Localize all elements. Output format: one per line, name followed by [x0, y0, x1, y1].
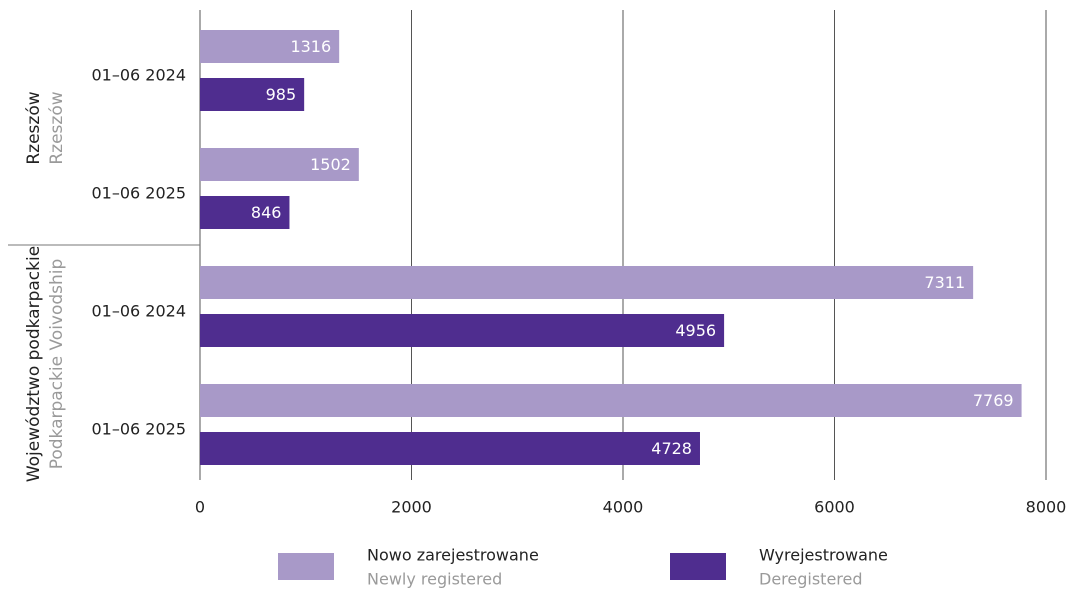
bar: [200, 78, 305, 111]
value-label: 1502: [310, 155, 351, 174]
bar: [200, 148, 359, 181]
x-tick-label: 8000: [1026, 498, 1067, 517]
bar: [200, 384, 1022, 417]
value-label: 1316: [290, 37, 331, 56]
group-label-en: Podkarpackie Voivodship: [47, 259, 67, 470]
legend-label-en: Newly registered: [367, 570, 502, 589]
group-label: Województwo podkarpackie: [24, 246, 44, 482]
y-tick-label: 01–06 2024: [91, 302, 186, 321]
value-label: 985: [266, 85, 297, 104]
group-label-en: Rzeszów: [47, 91, 67, 164]
legend-label: Nowo zarejestrowane: [367, 546, 539, 565]
bar: [200, 432, 700, 465]
legend-label: Wyrejestrowane: [759, 546, 888, 565]
bar: [200, 196, 290, 229]
value-label: 7769: [973, 391, 1014, 410]
x-tick-label: 4000: [603, 498, 644, 517]
value-label: 4956: [675, 321, 716, 340]
x-tick-label: 6000: [814, 498, 855, 517]
value-label: 7311: [924, 273, 965, 292]
x-tick-label: 0: [195, 498, 205, 517]
legend-swatch: [278, 553, 334, 580]
value-label: 846: [251, 203, 282, 222]
bar: [200, 30, 340, 63]
y-tick-label: 01–06 2025: [91, 184, 186, 203]
legend-swatch: [670, 553, 726, 580]
x-tick-label: 2000: [391, 498, 432, 517]
group-label: Rzeszów: [24, 91, 44, 164]
y-tick-label: 01–06 2024: [91, 66, 186, 85]
bar: [200, 314, 725, 347]
bar: [200, 266, 974, 299]
y-tick-label: 01–06 2025: [91, 420, 186, 439]
value-label: 4728: [651, 439, 692, 458]
legend-label-en: Deregistered: [759, 570, 863, 589]
